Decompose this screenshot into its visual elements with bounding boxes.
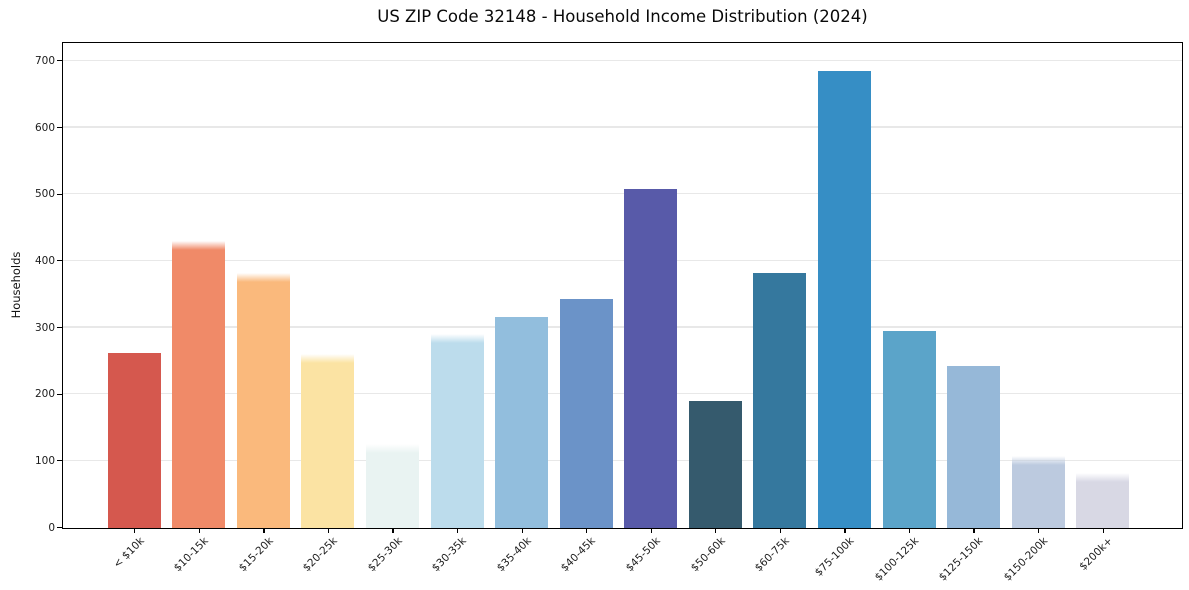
y-tick-mark bbox=[57, 460, 62, 462]
x-tick-mark bbox=[715, 527, 717, 533]
bar-1520k bbox=[236, 272, 290, 528]
bar-2530k bbox=[366, 444, 420, 528]
bar-125150k bbox=[947, 366, 1001, 528]
x-tick-mark bbox=[198, 527, 200, 533]
x-tick-mark bbox=[973, 527, 975, 533]
y-tick-label: 500 bbox=[34, 188, 55, 201]
x-tick-label: $35-40k bbox=[494, 535, 534, 575]
gridline-y300 bbox=[63, 326, 1182, 328]
x-tick-mark bbox=[1037, 527, 1040, 533]
x-tick-mark bbox=[779, 527, 782, 533]
bar-2025k bbox=[301, 354, 355, 528]
x-tick-mark bbox=[327, 527, 330, 533]
x-tick-mark bbox=[650, 527, 652, 533]
x-tick-mark bbox=[844, 527, 846, 533]
x-tick-label: $20-25k bbox=[300, 535, 340, 575]
y-tick-mark bbox=[57, 126, 62, 129]
gridline-y600 bbox=[63, 126, 1182, 128]
x-tick-label: $100-125k bbox=[872, 535, 922, 584]
y-tick-label: 600 bbox=[34, 121, 55, 134]
y-tick-mark bbox=[57, 193, 62, 195]
y-tick-mark bbox=[57, 326, 62, 329]
gridline-y200 bbox=[63, 392, 1182, 395]
x-tick-label: $40-45k bbox=[559, 535, 599, 575]
bar-4550k bbox=[624, 189, 678, 528]
x-tick-mark bbox=[521, 527, 523, 533]
x-tick-label: $45-50k bbox=[623, 535, 663, 575]
gridline-y500 bbox=[63, 192, 1182, 195]
gridline-y400 bbox=[63, 259, 1182, 262]
bar-75100k bbox=[817, 70, 871, 528]
x-tick-label: $15-20k bbox=[236, 535, 276, 575]
y-tick-label: 0 bbox=[48, 521, 55, 534]
y-tick-label: 200 bbox=[34, 388, 55, 401]
x-tick-label: $125-150k bbox=[937, 535, 986, 584]
y-tick-mark bbox=[57, 260, 62, 262]
x-tick-label: < $10k bbox=[110, 535, 147, 571]
bar-5060k bbox=[688, 401, 742, 528]
x-tick-label: $30-35k bbox=[429, 535, 470, 575]
bar-200k bbox=[1076, 472, 1130, 528]
bar-150200k bbox=[1011, 456, 1065, 528]
plot-area bbox=[62, 42, 1183, 529]
y-tick-label: 100 bbox=[34, 454, 55, 467]
x-tick-label: $50-60k bbox=[688, 535, 728, 575]
bar-1015k bbox=[172, 241, 226, 528]
y-tick-label: 300 bbox=[34, 321, 55, 334]
bar-3540k bbox=[495, 317, 549, 528]
x-tick-mark bbox=[1102, 527, 1104, 533]
gridline-y700 bbox=[63, 59, 1182, 62]
bar-100125k bbox=[882, 330, 936, 528]
x-tick-label: $25-30k bbox=[365, 535, 405, 575]
x-tick-mark bbox=[134, 527, 136, 533]
x-tick-label: $75-100k bbox=[812, 535, 857, 579]
y-tick-label: 700 bbox=[34, 54, 55, 67]
y-tick-mark bbox=[57, 393, 62, 395]
bar-6075k bbox=[753, 273, 807, 528]
y-tick-mark bbox=[57, 526, 62, 529]
x-tick-mark bbox=[908, 527, 911, 533]
x-tick-mark bbox=[392, 527, 394, 533]
x-tick-label: $60-75k bbox=[752, 535, 792, 575]
y-tick-label: 400 bbox=[34, 254, 55, 267]
x-tick-mark bbox=[456, 527, 459, 533]
bar-10k bbox=[107, 352, 161, 528]
bar-4045k bbox=[559, 298, 613, 528]
x-tick-label: $200k+ bbox=[1076, 535, 1115, 573]
x-tick-mark bbox=[263, 527, 265, 533]
chart-title: US ZIP Code 32148 - Household Income Dis… bbox=[377, 7, 868, 26]
x-tick-mark bbox=[586, 527, 588, 533]
gridline-y100 bbox=[63, 459, 1182, 462]
y-tick-mark bbox=[57, 60, 62, 62]
bar-3035k bbox=[430, 334, 484, 528]
x-tick-label: $150-200k bbox=[1001, 535, 1051, 584]
x-tick-label: $10-15k bbox=[171, 535, 211, 575]
